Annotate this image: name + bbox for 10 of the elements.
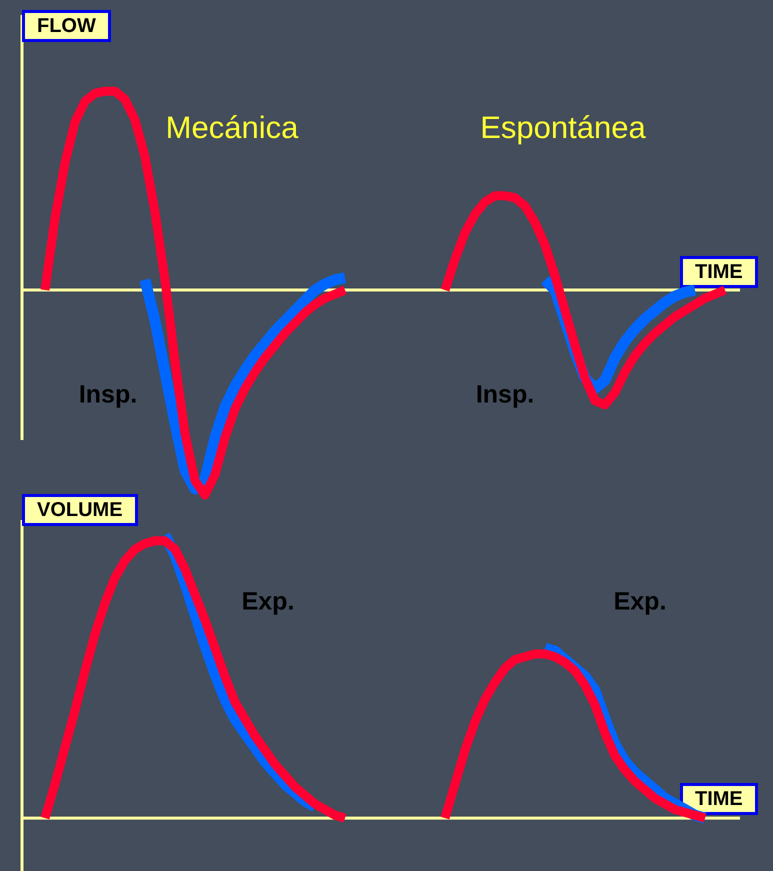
annotation: Mecánica xyxy=(166,110,298,146)
y-axis-title: FLOW xyxy=(22,10,111,42)
annotation: Exp. xyxy=(614,588,666,616)
annotation: Exp. xyxy=(242,588,294,616)
x-axis-title: TIME xyxy=(680,783,758,815)
y-axis-title: VOLUME xyxy=(22,494,138,526)
annotation: Insp. xyxy=(476,380,534,410)
annotation: Insp. xyxy=(78,380,138,410)
annotation: Espontánea xyxy=(480,110,646,146)
x-axis-title: TIME xyxy=(680,256,758,288)
